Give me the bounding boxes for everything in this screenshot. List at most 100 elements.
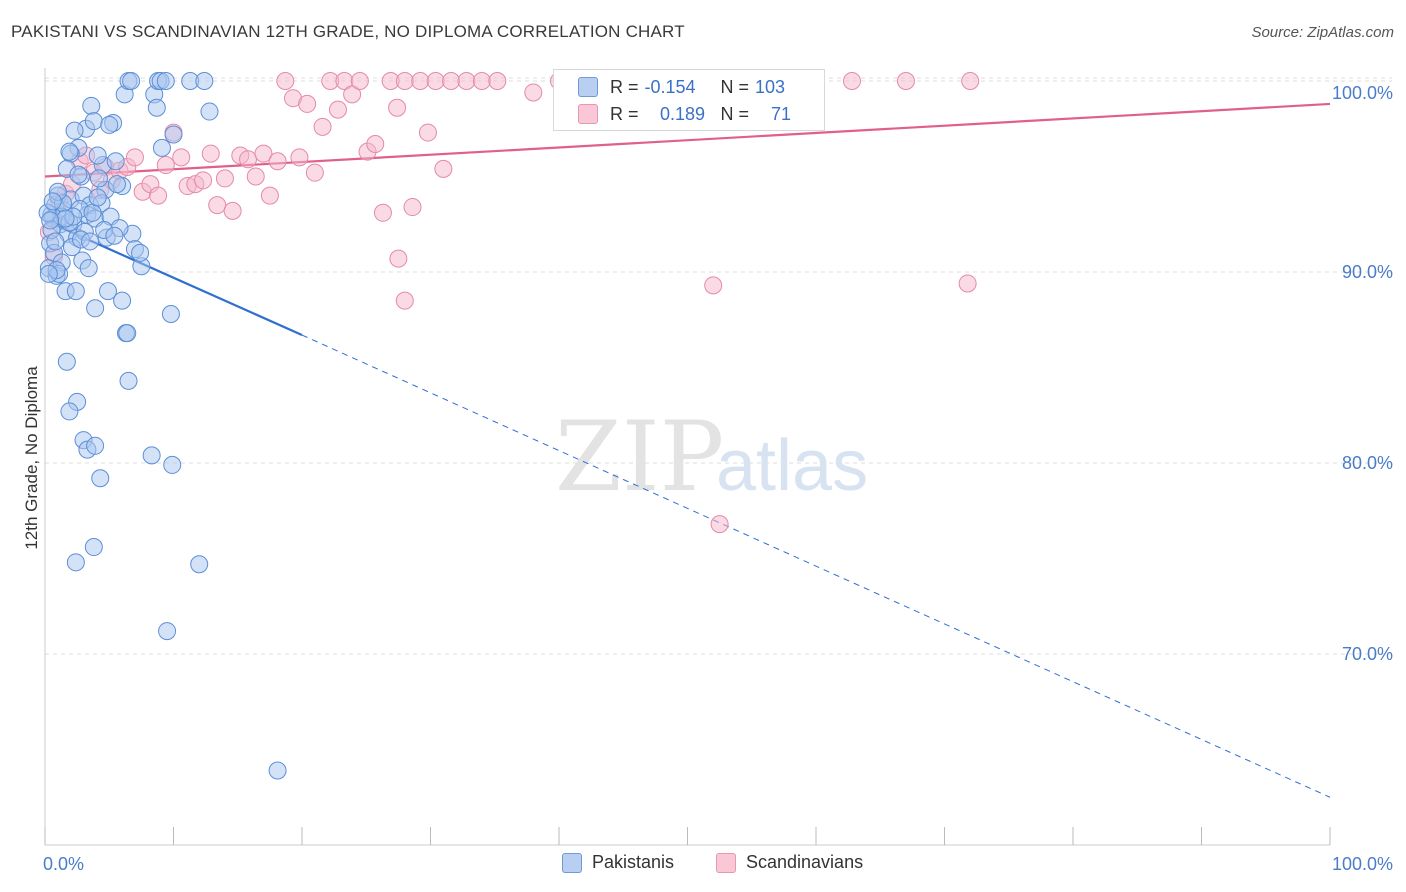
point-pakistanis	[86, 299, 105, 318]
point-scandinavians	[704, 276, 723, 295]
y-tick-label-80: 80.0%	[1342, 453, 1393, 473]
point-scandinavians	[313, 117, 332, 136]
point-pakistanis	[105, 226, 124, 245]
point-pakistanis	[152, 138, 171, 157]
point-pakistanis	[57, 352, 76, 371]
y-tick-label-70: 70.0%	[1342, 644, 1393, 664]
series-label-scandinavians: Scandinavians	[746, 852, 864, 872]
series-legend-pakistanis[interactable]: Pakistanis	[562, 852, 674, 873]
point-pakistanis	[200, 102, 219, 121]
point-pakistanis	[84, 538, 103, 557]
scandinavians-points	[39, 72, 980, 534]
legend-r-value-pakistanis: -0.154	[644, 76, 696, 97]
point-scandinavians	[290, 148, 309, 167]
point-pakistanis	[65, 121, 84, 140]
point-scandinavians	[488, 72, 507, 90]
legend-n-value-pakistanis: 103	[755, 76, 786, 97]
point-pakistanis	[106, 152, 125, 171]
point-scandinavians	[194, 171, 213, 190]
point-scandinavians	[260, 186, 279, 205]
point-pakistanis	[88, 188, 107, 207]
point-scandinavians	[125, 148, 144, 167]
x-tick-label-min: 0.0%	[43, 854, 84, 874]
watermark-atlas: atlas	[716, 426, 868, 506]
y-tick-label-100: 100.0%	[1332, 83, 1393, 103]
point-pakistanis	[161, 305, 180, 324]
point-scandinavians	[215, 169, 234, 188]
series-swatch-scandinavians	[716, 852, 736, 873]
point-pakistanis	[41, 211, 60, 230]
watermark-zip: ZIP	[555, 401, 724, 513]
point-pakistanis	[147, 98, 166, 117]
point-scandinavians	[298, 94, 317, 113]
point-scandinavians	[403, 198, 422, 217]
point-scandinavians	[958, 274, 977, 293]
point-scandinavians	[328, 100, 347, 119]
point-scandinavians	[524, 83, 543, 102]
point-pakistanis	[107, 175, 126, 194]
source-label: Source: ZipAtlas.com	[1251, 24, 1394, 41]
tick-labels: 70.0% 80.0% 90.0% 100.0% 0.0% 100.0%	[43, 83, 1393, 874]
point-pakistanis	[79, 259, 98, 278]
legend-r-label: R =	[610, 76, 639, 97]
point-scandinavians	[350, 72, 369, 90]
point-scandinavians	[395, 72, 414, 90]
series-legend-scandinavians[interactable]: Scandinavians	[716, 852, 863, 873]
legend-n-value-scandinavians: 71	[771, 103, 792, 124]
legend-row-pakistanis: R = -0.154 N = 103	[578, 74, 785, 100]
point-scandinavians	[305, 163, 324, 182]
point-scandinavians	[426, 72, 445, 90]
trend-line-pakistanis-extension	[301, 334, 1331, 798]
point-pakistanis	[66, 553, 85, 572]
point-scandinavians	[472, 72, 491, 90]
point-scandinavians	[366, 135, 385, 154]
point-pakistanis	[122, 72, 141, 90]
point-pakistanis	[164, 125, 183, 144]
point-pakistanis	[119, 371, 138, 390]
point-scandinavians	[896, 72, 915, 90]
legend-swatch-pakistanis	[578, 77, 598, 97]
series-legend: Pakistanis Scandinavians	[0, 852, 1406, 878]
point-pakistanis	[142, 446, 161, 465]
point-scandinavians	[389, 249, 408, 268]
legend-n-label: N =	[720, 76, 750, 97]
point-pakistanis	[56, 209, 75, 228]
point-pakistanis	[158, 622, 177, 641]
point-pakistanis	[60, 402, 79, 421]
point-pakistanis	[268, 761, 287, 780]
chart-title: PAKISTANI VS SCANDINAVIAN 12TH GRADE, NO…	[11, 22, 685, 41]
point-scandinavians	[149, 186, 168, 205]
point-pakistanis	[86, 436, 105, 455]
point-scandinavians	[434, 159, 453, 178]
point-scandinavians	[268, 152, 287, 171]
series-swatch-pakistanis	[562, 852, 582, 873]
point-pakistanis	[66, 282, 85, 301]
point-scandinavians	[395, 291, 414, 310]
point-pakistanis	[84, 112, 103, 131]
point-pakistanis	[39, 264, 58, 283]
point-pakistanis	[83, 203, 102, 222]
point-pakistanis	[46, 232, 65, 251]
legend-row-scandinavians: R = 0.189 N = 71	[578, 101, 791, 127]
pakistanis-points	[38, 72, 287, 780]
point-scandinavians	[208, 196, 227, 215]
point-pakistanis	[89, 169, 108, 188]
legend-r-value-scandinavians: 0.189	[659, 103, 706, 124]
point-scandinavians	[418, 123, 437, 142]
point-pakistanis	[118, 324, 137, 343]
point-scandinavians	[254, 144, 273, 163]
point-scandinavians	[172, 148, 191, 167]
point-scandinavians	[156, 156, 175, 175]
y-tick-label-90: 90.0%	[1342, 262, 1393, 282]
point-scandinavians	[710, 515, 729, 534]
point-scandinavians	[411, 72, 430, 90]
point-pakistanis	[195, 72, 214, 90]
point-scandinavians	[223, 201, 242, 220]
point-pakistanis	[190, 555, 209, 574]
point-scandinavians	[276, 72, 295, 90]
series-label-pakistanis: Pakistanis	[592, 852, 675, 872]
x-tick-label-max: 100.0%	[1332, 854, 1393, 874]
point-scandinavians	[388, 98, 407, 117]
point-scandinavians	[842, 72, 861, 90]
